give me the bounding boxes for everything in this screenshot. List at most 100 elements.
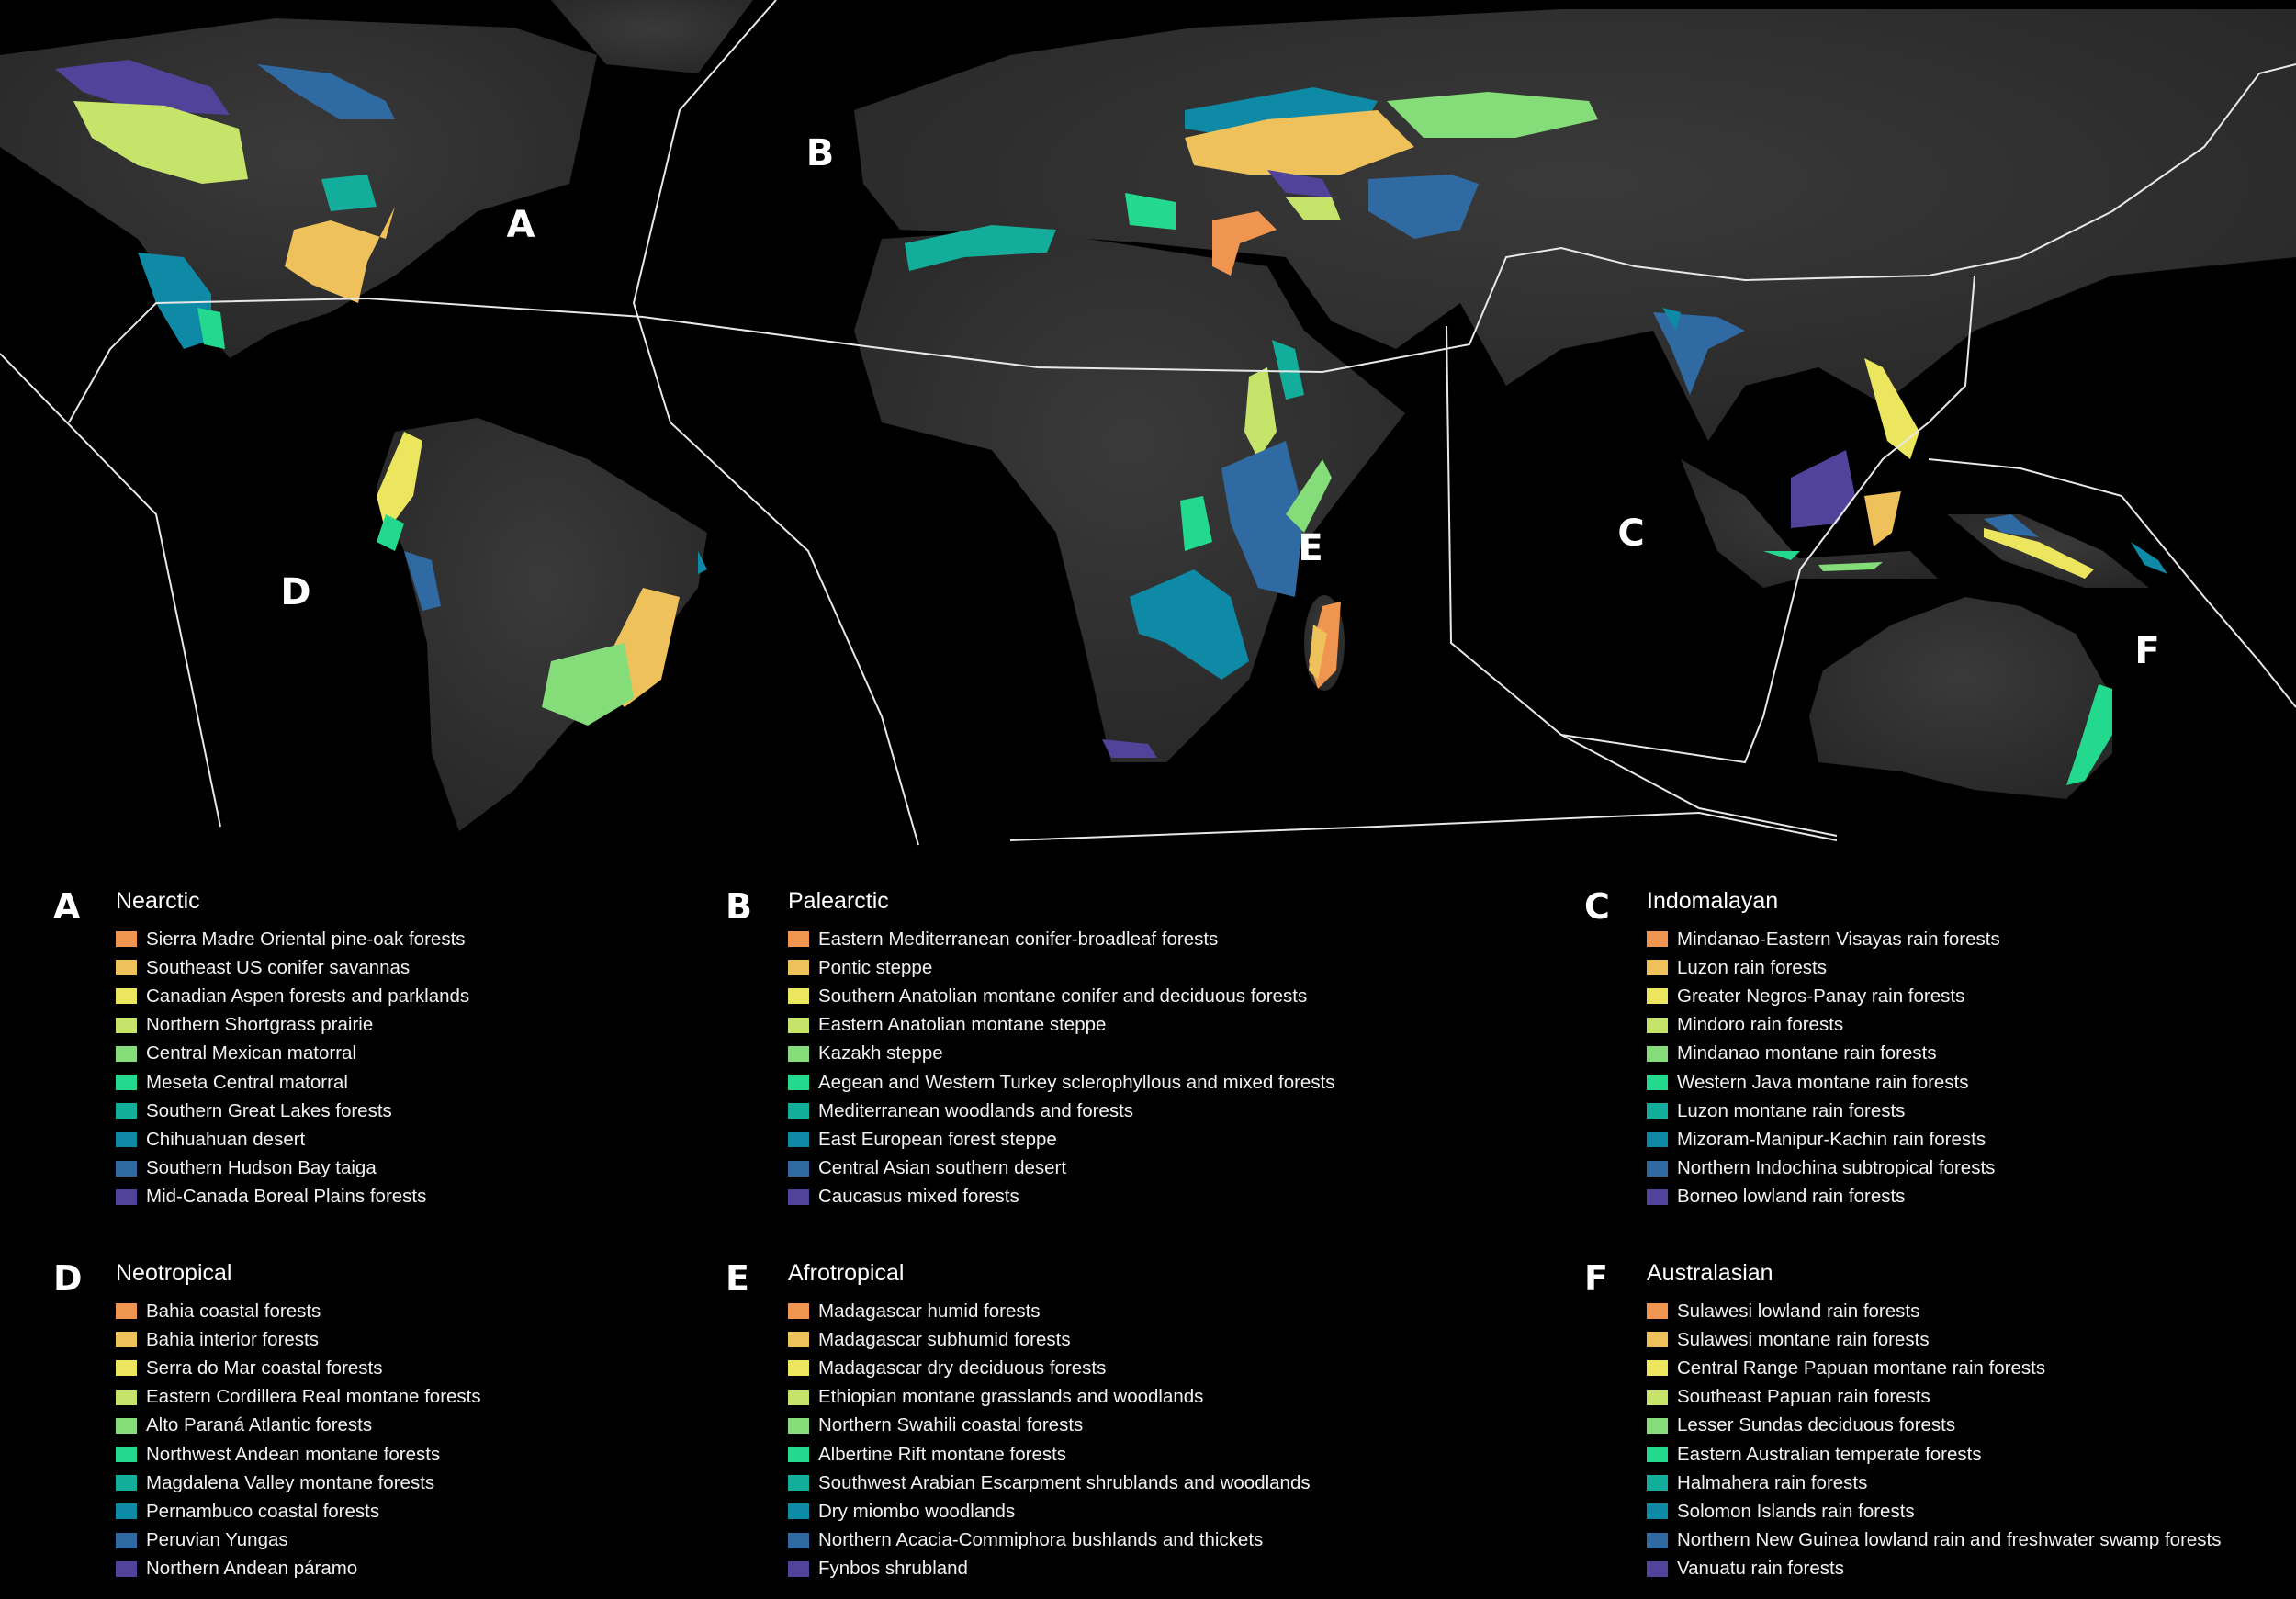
legend-swatch (1647, 1075, 1668, 1091)
legend-swatch (788, 1360, 809, 1377)
legend-item: Central Asian southern desert (788, 1154, 1335, 1183)
legend-item-label: Northern Swahili coastal forests (818, 1414, 1084, 1436)
ecoregion-patch (1309, 625, 1327, 680)
legend-item: Northern Acacia-Commiphora bushlands and… (788, 1526, 1311, 1555)
legend-item: Meseta Central matorral (116, 1068, 469, 1097)
legend-swatch (1647, 931, 1668, 948)
legend-item-label: Southwest Arabian Escarpment shrublands … (818, 1471, 1311, 1493)
legend-item-label: Bahia interior forests (146, 1328, 320, 1350)
legend-swatch (788, 1303, 809, 1320)
legend-item-label: Mindanao montane rain forests (1677, 1042, 1937, 1064)
legend-item: Northern Andean páramo (116, 1555, 481, 1583)
legend-swatch (788, 1017, 809, 1033)
legend-group-letter: D (53, 1258, 83, 1299)
legend-item: Central Range Papuan montane rain forest… (1647, 1354, 2222, 1382)
legend-item: Northwest Andean montane forests (116, 1440, 481, 1469)
legend-item-label: Eastern Mediterranean conifer-broadleaf … (818, 928, 1219, 950)
legend-item: Albertine Rift montane forests (788, 1440, 1311, 1469)
legend-item-label: Southeast Papuan rain forests (1677, 1386, 1930, 1408)
legend-item-label: Madagascar subhumid forests (818, 1328, 1071, 1350)
legend-item-label: Borneo lowland rain forests (1677, 1186, 1906, 1208)
legend-swatch (788, 960, 809, 976)
legend-item-label: Greater Negros-Panay rain forests (1677, 985, 1965, 1007)
legend-group-title: Afrotropical (788, 1260, 905, 1286)
legend-swatch (1647, 1160, 1668, 1177)
legend-item-label: Magdalena Valley montane forests (146, 1471, 435, 1493)
legend-item: Pontic steppe (788, 953, 1335, 982)
map-region-label: F (2134, 630, 2159, 672)
legend-swatch (788, 1103, 809, 1120)
ecoregion-patch (1763, 551, 1800, 560)
legend-item-label: Southeast US conifer savannas (146, 956, 411, 978)
map-region-label: D (280, 571, 310, 614)
legend-swatch (1647, 1475, 1668, 1492)
ecoregion-patch (1212, 211, 1277, 276)
boundary-line (68, 63, 2296, 423)
ecoregion-patch (285, 207, 395, 303)
legend-list: Mindanao-Eastern Visayas rain forests Luz… (1647, 925, 2000, 1211)
legend-swatch (1647, 1360, 1668, 1377)
ecoregion-patch (1368, 175, 1479, 239)
legend-swatch (1647, 1017, 1668, 1033)
australia (1809, 597, 2112, 799)
legend-item-label: Ethiopian montane grasslands and woodlan… (818, 1386, 1204, 1408)
legend-swatch (1647, 1532, 1668, 1548)
legend-swatch (116, 1332, 137, 1348)
legend-swatch (116, 931, 137, 948)
legend-item-label: Central Mexican matorral (146, 1042, 356, 1064)
legend-item-label: Central Range Papuan montane rain forest… (1677, 1357, 2046, 1379)
ecoregion-patch (1286, 197, 1341, 220)
ecoregion-patch (2131, 542, 2167, 574)
legend-item: Magdalena Valley montane forests (116, 1469, 481, 1497)
legend-item: Eastern Cordillera Real montane forests (116, 1383, 481, 1412)
ecoregion-patch (1272, 340, 1304, 400)
ecoregion-patch (1864, 358, 1919, 459)
legend-swatch (1647, 1417, 1668, 1434)
legend-item-label: Mindoro rain forests (1677, 1014, 1844, 1036)
legend-item: Southern Anatolian montane conifer and d… (788, 982, 1335, 1010)
map-region-label: C (1617, 512, 1644, 555)
legend-item: Central Mexican matorral (116, 1040, 469, 1068)
legend-item: Dry miombo woodlands (788, 1497, 1311, 1526)
legend-item: East European forest steppe (788, 1125, 1335, 1154)
legend-item: Canadian Aspen forests and parklands (116, 982, 469, 1010)
legend-group-title: Palearctic (788, 888, 889, 914)
legend-item-label: Meseta Central matorral (146, 1071, 348, 1093)
legend-swatch (116, 1103, 137, 1120)
legend-swatch (116, 1417, 137, 1434)
legend-swatch (116, 1360, 137, 1377)
legend-swatch (1647, 1332, 1668, 1348)
ecoregion-patch (1286, 459, 1332, 533)
legend-item: Southeast US conifer savannas (116, 953, 469, 982)
legend-item: Sulawesi montane rain forests (1647, 1325, 2222, 1354)
boundary-line (1560, 734, 1838, 837)
ecoregion-patches (55, 60, 2167, 785)
legend-item-label: Vanuatu rain forests (1677, 1558, 1844, 1580)
legend-item-label: Fynbos shrubland (818, 1558, 968, 1580)
legend-item-label: Madagascar humid forests (818, 1300, 1041, 1322)
map-region-label: B (806, 132, 835, 175)
legend-item: Western Java montane rain forests (1647, 1068, 2000, 1097)
realm-boundaries (0, 0, 2296, 846)
legend-item: Northern New Guinea lowland rain and fre… (1647, 1526, 2222, 1555)
legend-swatch (116, 1075, 137, 1091)
legend-swatch (116, 1532, 137, 1548)
ecoregion-patch (1984, 514, 2039, 537)
legend-item-label: Northern Shortgrass prairie (146, 1014, 374, 1036)
boundary-line (0, 353, 221, 828)
legend-item-label: Sulawesi lowland rain forests (1677, 1300, 1920, 1322)
legend-item-label: Eastern Cordillera Real montane forests (146, 1386, 481, 1408)
ecoregion-patch (404, 551, 441, 611)
legend-item: Sulawesi lowland rain forests (1647, 1297, 2222, 1325)
ecoregion-patch (1267, 170, 1332, 197)
legend-group-letter: F (1584, 1258, 1608, 1299)
legend-item: Northern Swahili coastal forests (788, 1412, 1311, 1440)
legend-swatch (788, 1560, 809, 1577)
legend-swatch (788, 1389, 809, 1405)
legend-swatch (116, 1132, 137, 1148)
legend-swatch (1647, 1503, 1668, 1520)
legend-item-label: Dry miombo woodlands (818, 1500, 1016, 1522)
legend-item: Bahia interior forests (116, 1325, 481, 1354)
south-america (377, 418, 707, 831)
ecoregion-patch (257, 64, 395, 119)
